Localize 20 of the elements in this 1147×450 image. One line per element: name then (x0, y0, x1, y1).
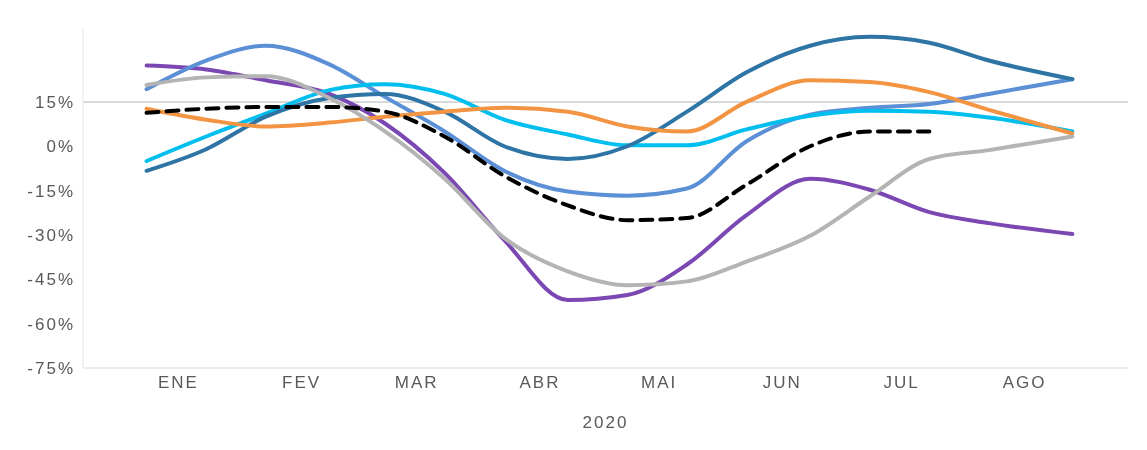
y-tick-label: -60% (27, 314, 75, 334)
line-series (144, 34, 1075, 173)
x-tick-label: MAR (394, 373, 439, 393)
y-tick-label: -30% (27, 225, 75, 245)
x-tick-label: JUN (762, 373, 802, 393)
line-series (144, 78, 1075, 136)
y-tick-label: 0% (46, 137, 75, 157)
x-tick-label: AGO (1002, 373, 1047, 393)
x-tick-label: ABR (519, 373, 561, 393)
y-tick-label: 15% (34, 92, 75, 112)
y-tick-label: -75% (27, 359, 75, 379)
line-series (144, 82, 1075, 164)
x-axis-title: 2020 (582, 413, 629, 432)
x-tick-label: MAI (641, 373, 678, 393)
line-series (144, 104, 932, 223)
x-tick-label: JUL (883, 373, 920, 393)
y-tick-label: -45% (27, 270, 75, 290)
x-tick-label: ENE (157, 373, 199, 393)
y-tick-label: -15% (27, 181, 75, 201)
x-tick-label: FEV (282, 373, 322, 393)
